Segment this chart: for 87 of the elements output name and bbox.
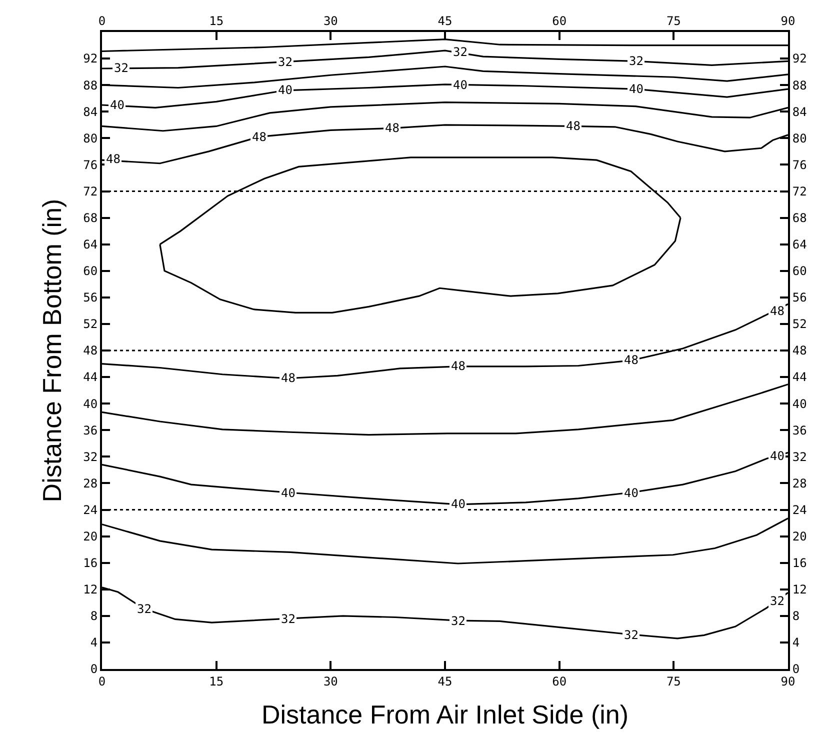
y2-tick-label: 0 — [792, 662, 800, 676]
y2-tick-label: 56 — [792, 290, 807, 305]
annotation: 40 — [451, 497, 466, 511]
y-tick-label: 4 — [90, 636, 98, 650]
annotation: 48 — [451, 359, 466, 373]
y2-tick-label: 92 — [792, 52, 807, 66]
annotation: 40 — [629, 82, 644, 96]
annotation: 32 — [770, 594, 784, 608]
y2-tick-label: 28 — [792, 476, 807, 490]
annotation: 48 — [566, 119, 580, 133]
annotation: 40 — [110, 98, 124, 112]
y2-tick-label: 76 — [792, 158, 807, 172]
y-tick-label: 72 — [83, 184, 98, 198]
annotation: 48 — [252, 130, 266, 144]
y-tick-label: 80 — [83, 131, 98, 146]
y2-tick-label: 4 — [792, 636, 800, 650]
y2-tick-label: 44 — [792, 370, 807, 384]
annotation: 32 — [453, 45, 468, 59]
y-tick-label: 56 — [83, 290, 98, 305]
y-tick-label: 84 — [83, 104, 98, 119]
y-tick-label: 48 — [83, 344, 98, 358]
x2-tick-label: 30 — [323, 674, 338, 688]
y-tick-label: 52 — [83, 317, 98, 332]
annotation: 32 — [629, 54, 644, 68]
y-axis-title: Distance From Bottom (in) — [37, 198, 68, 502]
annotation: 48 — [385, 121, 400, 135]
y2-tick-label: 32 — [792, 450, 807, 464]
y2-tick-label: 36 — [792, 423, 807, 438]
annotation: 40 — [624, 486, 638, 500]
x-tick-label: 60 — [552, 14, 567, 28]
y-tick-label: 92 — [83, 52, 98, 66]
annotation: 32 — [624, 628, 638, 642]
x2-tick-label: 15 — [209, 674, 224, 688]
y2-tick-label: 24 — [792, 502, 807, 517]
x-tick-label: 90 — [780, 14, 796, 28]
annotation: 40 — [278, 83, 292, 97]
y-tick-label: 12 — [83, 582, 98, 597]
x2-tick-label: 90 — [780, 674, 796, 688]
x2-tick-label: 75 — [666, 674, 681, 688]
y2-tick-label: 52 — [792, 317, 807, 332]
annotation: 40 — [281, 486, 296, 500]
annotation: 40 — [453, 78, 468, 92]
x2-tick-label: 60 — [552, 674, 567, 688]
y2-tick-label: 64 — [792, 238, 807, 252]
y2-tick-label: 60 — [792, 264, 807, 278]
y2-tick-label: 88 — [792, 78, 807, 92]
annotation: 32 — [114, 61, 128, 75]
y-tick-label: 8 — [90, 609, 98, 624]
annotation: 32 — [278, 55, 292, 69]
annotation: 32 — [451, 614, 466, 628]
annotation: 48 — [281, 371, 296, 385]
y-tick-label: 0 — [90, 662, 98, 676]
y2-tick-label: 40 — [792, 396, 807, 411]
annotation: 48 — [106, 152, 120, 166]
y2-tick-label: 68 — [792, 210, 807, 225]
y-tick-label: 76 — [83, 158, 98, 172]
y-tick-label: 16 — [83, 556, 98, 570]
y-tick-label: 68 — [83, 210, 98, 225]
y2-tick-label: 20 — [792, 529, 807, 544]
y-tick-label: 40 — [83, 396, 98, 411]
y-tick-label: 60 — [83, 264, 98, 278]
x-tick-label: 75 — [666, 14, 681, 28]
y-tick-label: 24 — [83, 502, 98, 517]
y-tick-label: 44 — [83, 370, 98, 384]
annotation: 32 — [137, 602, 152, 616]
y-tick-label: 64 — [83, 238, 98, 252]
y2-tick-label: 16 — [792, 556, 807, 570]
y2-tick-label: 80 — [792, 131, 807, 146]
x-tick-label: 30 — [323, 14, 338, 28]
x2-tick-label: 45 — [438, 674, 452, 688]
y2-tick-label: 84 — [792, 104, 807, 119]
y-tick-label: 28 — [83, 476, 98, 490]
y-tick-label: 20 — [83, 529, 98, 544]
y2-tick-label: 8 — [792, 609, 800, 624]
y2-tick-label: 72 — [792, 184, 807, 198]
x-tick-label: 15 — [209, 14, 224, 28]
y-tick-label: 88 — [83, 78, 98, 92]
x-axis-title: Distance From Air Inlet Side (in) — [261, 700, 629, 730]
y2-tick-label: 48 — [792, 344, 807, 358]
y2-tick-label: 12 — [792, 582, 807, 597]
annotation: 32 — [281, 612, 296, 626]
x-tick-label: 45 — [438, 14, 452, 28]
y-tick-label: 36 — [83, 423, 98, 438]
annotation: 48 — [624, 353, 638, 367]
y-tick-label: 32 — [83, 450, 98, 464]
annotation: 48 — [770, 304, 784, 318]
annotation: 40 — [770, 449, 784, 463]
